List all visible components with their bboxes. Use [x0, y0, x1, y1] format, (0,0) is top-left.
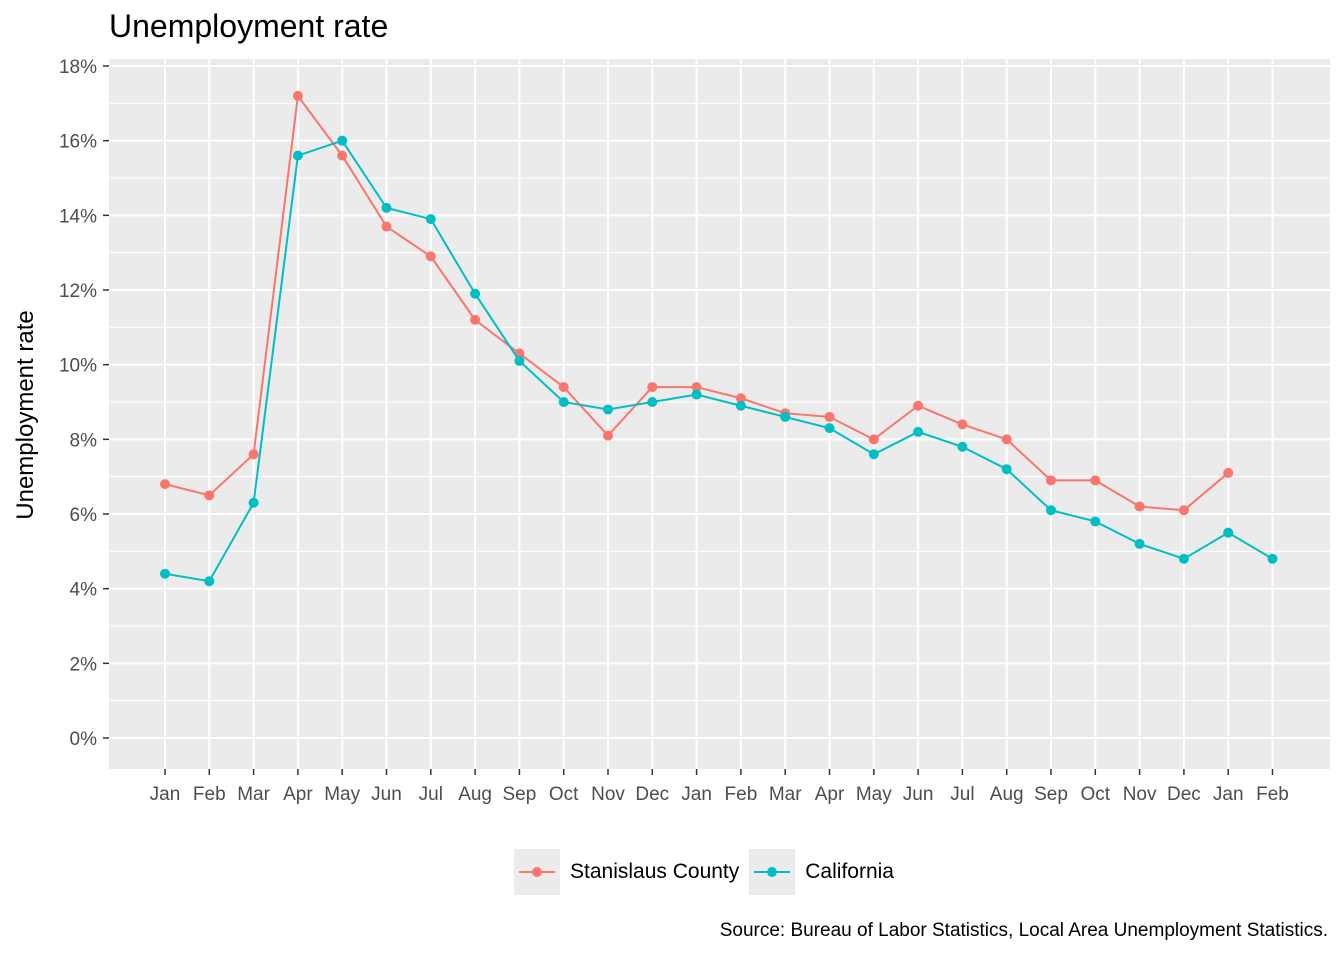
data-point-california: [780, 411, 791, 422]
data-point-california: [1001, 464, 1012, 475]
data-point-stanislaus: [913, 400, 924, 411]
data-point-california: [160, 568, 170, 579]
x-tick-label: Nov: [591, 784, 625, 805]
y-tick-label: 14%: [59, 206, 97, 227]
x-tick-label: Apr: [283, 784, 313, 805]
data-point-california: [1090, 516, 1101, 527]
legend: Stanislaus County California: [514, 849, 904, 895]
data-point-stanislaus: [425, 251, 436, 262]
y-tick-label: 10%: [59, 356, 97, 377]
data-point-california: [204, 576, 215, 587]
data-point-california: [558, 397, 569, 407]
y-tick-label: 6%: [70, 505, 98, 526]
data-point-stanislaus: [337, 150, 348, 161]
x-tick-label: Sep: [1034, 784, 1068, 805]
x-tick-label: Mar: [237, 784, 270, 805]
data-point-california: [248, 497, 259, 508]
x-tick-label: Aug: [990, 784, 1024, 805]
x-tick-label: Oct: [1081, 784, 1111, 805]
data-point-california: [425, 214, 436, 225]
y-tick-label: 0%: [70, 729, 98, 750]
data-point-california: [868, 449, 879, 460]
data-point-california: [824, 423, 835, 434]
data-point-stanislaus: [1223, 467, 1234, 478]
data-point-california: [292, 150, 303, 161]
data-point-stanislaus: [292, 90, 303, 101]
data-point-california: [381, 202, 392, 213]
data-point-stanislaus: [381, 221, 392, 232]
series-line-california: [164, 139, 1274, 583]
data-point-california: [470, 288, 481, 299]
x-tick-label: Dec: [635, 784, 669, 805]
data-point-california: [603, 404, 613, 415]
x-tick-label: Jul: [419, 784, 443, 805]
legend-key-california: [749, 849, 796, 895]
data-point-stanislaus: [647, 382, 658, 393]
data-point-stanislaus: [868, 434, 879, 445]
chart-title: Unemployment rate: [109, 8, 389, 44]
data-point-california: [1178, 553, 1189, 564]
x-tick-label: Jul: [950, 784, 974, 805]
data-point-stanislaus: [1001, 434, 1012, 445]
data-point-stanislaus: [1090, 475, 1101, 486]
plot-panel: [109, 59, 1330, 769]
data-point-california: [913, 426, 924, 437]
legend-label-stanislaus: Stanislaus County: [570, 860, 740, 883]
data-point-stanislaus: [691, 382, 702, 393]
x-tick-label: Nov: [1123, 784, 1157, 805]
x-tick-label: Jun: [371, 784, 402, 805]
x-tick-label: Feb: [1256, 784, 1289, 805]
data-point-california: [337, 135, 348, 146]
x-tick-label: Jun: [903, 784, 934, 805]
x-tick-label: Dec: [1167, 784, 1201, 805]
data-point-stanislaus: [735, 393, 746, 404]
data-point-california: [957, 441, 968, 452]
x-tick-label: Apr: [815, 784, 845, 805]
data-point-stanislaus: [1046, 475, 1056, 486]
data-point-stanislaus: [1134, 501, 1145, 512]
y-tick-label: 18%: [59, 57, 97, 78]
x-tick-label: Jan: [150, 784, 181, 805]
y-tick-label: 2%: [70, 654, 98, 675]
source-caption: Source: Bureau of Labor Statistics, Loca…: [719, 920, 1328, 941]
legend-label-california: California: [805, 860, 894, 883]
legend-item-stanislaus: Stanislaus County: [514, 849, 739, 895]
legend-key-stanislaus: [514, 849, 560, 895]
x-tick-label: May: [324, 784, 360, 805]
y-tick-label: 16%: [59, 132, 97, 153]
x-tick-label: Jan: [1213, 784, 1244, 805]
x-tick-label: Sep: [502, 784, 536, 805]
x-tick-label: Oct: [549, 784, 579, 805]
data-point-stanislaus: [160, 479, 170, 490]
data-point-stanislaus: [470, 314, 481, 325]
data-point-stanislaus: [603, 430, 613, 441]
data-point-stanislaus: [248, 449, 259, 460]
data-point-california: [1223, 527, 1234, 538]
x-tick-label: May: [856, 784, 892, 805]
data-point-stanislaus: [1178, 505, 1189, 516]
data-point-california: [647, 397, 658, 407]
data-point-stanislaus: [824, 411, 835, 422]
data-point-california: [1267, 553, 1278, 564]
data-point-california: [1046, 505, 1056, 516]
y-tick-label: 8%: [70, 430, 98, 451]
data-point-stanislaus: [558, 382, 569, 393]
x-tick-label: Aug: [458, 784, 492, 805]
data-point-california: [691, 389, 702, 400]
data-point-stanislaus: [204, 490, 215, 501]
x-tick-label: Feb: [193, 784, 226, 805]
y-tick-label: 12%: [59, 281, 97, 302]
data-point-stanislaus: [957, 419, 968, 430]
y-tick-label: 4%: [70, 580, 98, 601]
data-point-california: [1134, 538, 1145, 549]
x-tick-label: Mar: [769, 784, 802, 805]
legend-item-california: California: [749, 849, 894, 895]
x-tick-label: Feb: [725, 784, 758, 805]
data-point-california: [514, 355, 525, 366]
x-tick-label: Jan: [681, 784, 712, 805]
data-point-california: [735, 400, 746, 411]
